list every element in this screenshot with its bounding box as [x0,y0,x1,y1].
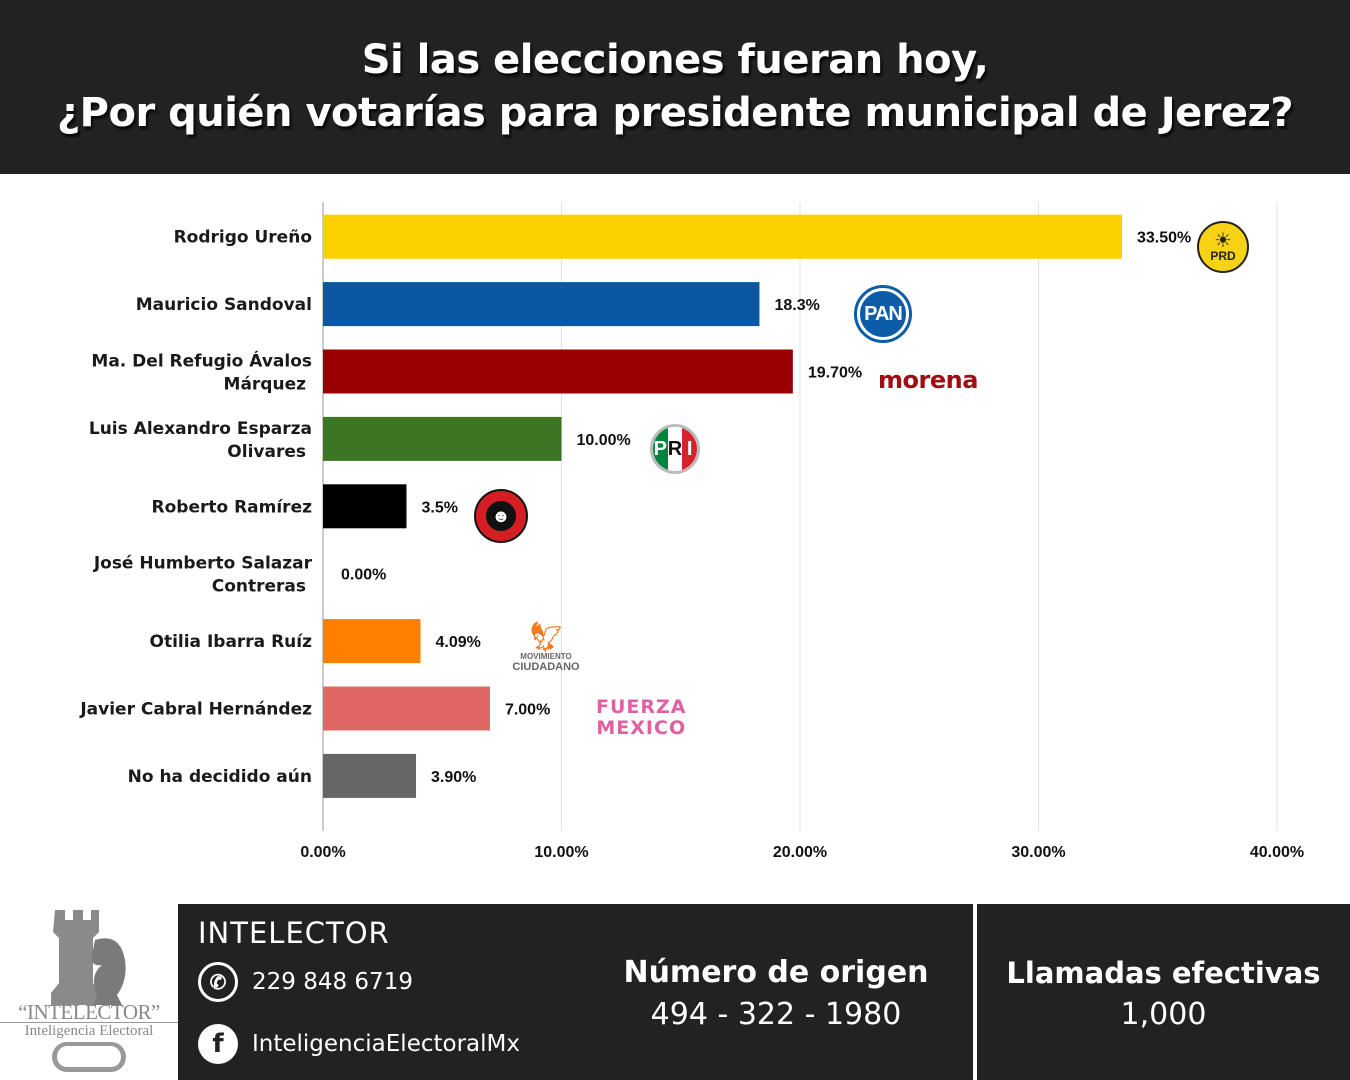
morena-logo: morena [878,366,978,394]
bar-chart: 0.00% 10.00% 20.00% 30.00% 40.00% 33.50% Rodri… [0,174,1350,894]
brand-name: INTELECTOR [198,916,390,950]
origin-value: 494 - 322 - 1980 [650,997,902,1032]
intelector-logo: “INTELECTOR” Inteligencia Electoral [0,900,178,1080]
bar [323,282,760,327]
title-line-1: Si las elecciones fueran hoy, [361,37,989,83]
logo-title: “INTELECTOR” [18,1000,160,1024]
x-tick-label: 40.00% [1250,844,1304,861]
pri-letter-r: R [667,427,683,471]
value-label: 33.50% [1137,230,1191,247]
fuerza-mexico-logo: FUERZA MEXICO [596,697,687,739]
fm-line-2: MEXICO [596,717,687,739]
bar [323,214,1122,259]
pri-letter-i: I [682,427,697,471]
bar [323,753,417,798]
origin-number-block: Número de origen 494 - 322 - 1980 [608,952,944,1036]
category-label: Olivares [227,442,306,462]
value-label: 19.70% [808,365,862,382]
category-label: Contreras [212,577,306,597]
title-line-2: ¿Por quién votarías para presidente muni… [56,90,1294,136]
bar [323,619,421,664]
facebook-row: f InteligenciaElectoralMx [198,1024,520,1064]
bar [323,484,407,529]
column-base-icon [52,1042,126,1072]
value-label: 18.3% [774,297,819,314]
movimiento-ciudadano-logo: 🦅︎ MOVIMIENTO CIUDADANO [508,621,584,674]
value-label: 3.5% [421,499,457,516]
origin-label: Número de origen [623,955,929,990]
contact-panel: INTELECTOR ✆ 229 848 6719 f Inteligencia… [178,904,973,1080]
x-tick-label: 10.00% [534,844,588,861]
whatsapp-icon: ✆ [198,962,238,1002]
x-tick-label: 0.00% [300,844,345,861]
value-label: 4.09% [436,634,481,651]
fm-line-1: FUERZA [596,696,687,718]
calls-label: Llamadas efectivas [1006,956,1321,990]
mc-line-2: CIUDADANO [512,661,580,673]
whatsapp-number[interactable]: 229 848 6719 [252,969,413,995]
mc-line-1: MOVIMIENTO [520,652,572,661]
sun-icon: ☀ [1214,230,1232,252]
bar [323,416,562,461]
calls-block: Llamadas efectivas 1,000 [977,952,1350,1036]
prd-logo-text: PRD [1210,249,1236,263]
facebook-icon: f [198,1024,238,1064]
whatsapp-row: ✆ 229 848 6719 [198,962,413,1002]
category-label: No ha decidido aún [128,767,312,787]
value-label: 10.00% [577,432,631,449]
chess-rook-knight-icon [51,910,126,1005]
category-label: Rodrigo Ureño [174,228,312,248]
pri-logo: P R I [650,424,700,474]
category-label: Otilia Ibarra Ruíz [150,632,313,652]
category-label: Mauricio Sandoval [136,295,312,315]
bar [323,686,490,731]
value-label: 7.00% [505,702,550,719]
pri-letter-p: P [653,427,668,471]
chart-svg: 0.00% 10.00% 20.00% 30.00% 40.00% 33.50% Rodri… [79,202,1304,861]
category-label: José Humberto Salazar [93,554,313,574]
calls-panel: Llamadas efectivas 1,000 [977,904,1350,1080]
logo-subtitle: Inteligencia Electoral [0,1022,178,1040]
revolucion-popular-logo: ☻ [474,489,528,543]
value-label: 0.00% [341,567,386,584]
x-tick-label: 20.00% [773,844,827,861]
portrait-icon: ☻ [486,501,516,531]
facebook-handle[interactable]: InteligenciaElectoralMx [252,1031,520,1057]
value-label: 3.90% [431,769,476,786]
category-label: Luis Alexandro Esparza [89,419,312,439]
prd-logo: ☀ PRD [1197,221,1249,273]
category-label: Javier Cabral Hernández [79,700,312,720]
header-banner: Si las elecciones fueran hoy, ¿Por quién… [0,0,1350,174]
x-tick-label: 30.00% [1011,844,1065,861]
pan-logo: PAN [854,285,912,343]
category-label: Roberto Ramírez [152,497,313,517]
category-label: Márquez [224,375,307,395]
bar [323,349,793,394]
category-label: Ma. Del Refugio Ávalos [91,350,312,372]
calls-value: 1,000 [1120,997,1207,1032]
eagle-icon: 🦅︎ [526,621,566,654]
